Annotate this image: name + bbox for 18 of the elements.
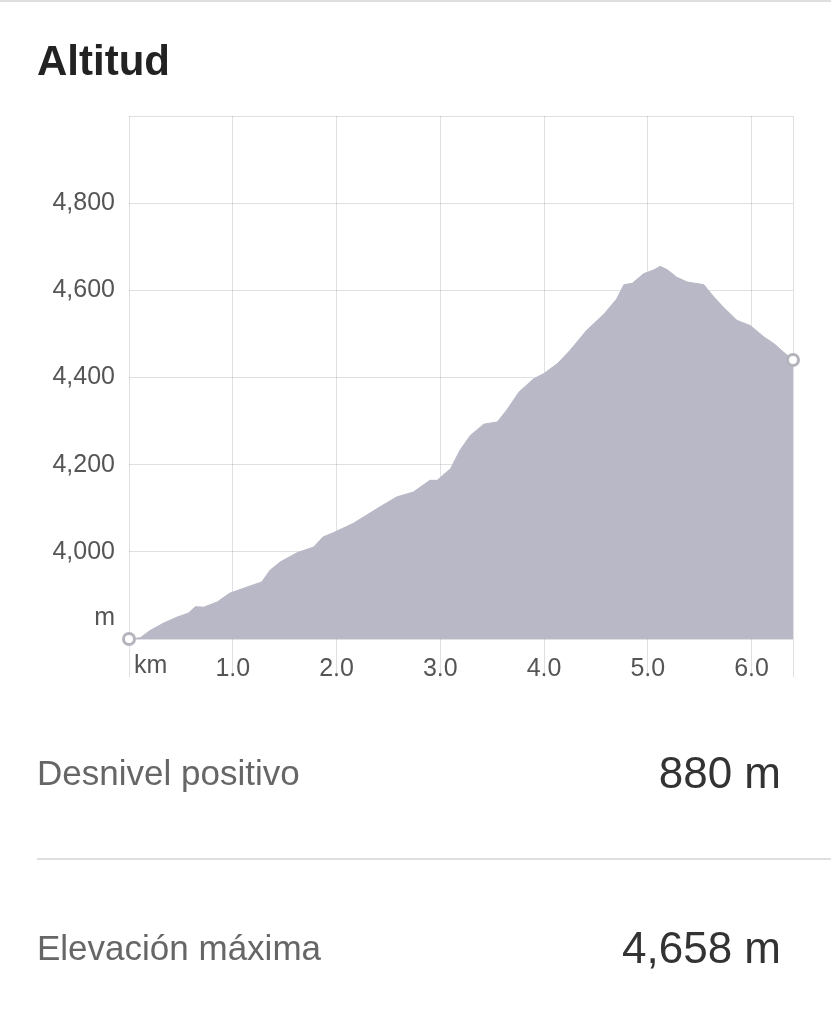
text: 880 m (658, 748, 781, 798)
x-axis-title: km (134, 650, 168, 679)
x-tick-label: 3.0 (422, 652, 458, 681)
y-tick-label: 4,400 (52, 361, 115, 390)
x-tick-label: 6.0 (734, 652, 769, 681)
chart-title: Altitud (37, 36, 170, 86)
y-tick-label: 4,000 (52, 535, 115, 564)
y-tick-label: 4,200 (52, 448, 115, 477)
y-axis-title: m (94, 601, 115, 630)
y-tick-label: 4,800 (52, 187, 115, 216)
text: Desnivel positivo (37, 753, 300, 793)
x-tick-label: 4.0 (526, 652, 562, 681)
x-tick-label: 5.0 (630, 652, 666, 681)
text: Elevación máxima (37, 928, 321, 968)
x-tick-label: 1.0 (215, 652, 251, 681)
x-tick-label: 2.0 (319, 652, 354, 681)
y-tick-label: 4,600 (52, 274, 115, 303)
text: 4,658 m (622, 923, 781, 973)
